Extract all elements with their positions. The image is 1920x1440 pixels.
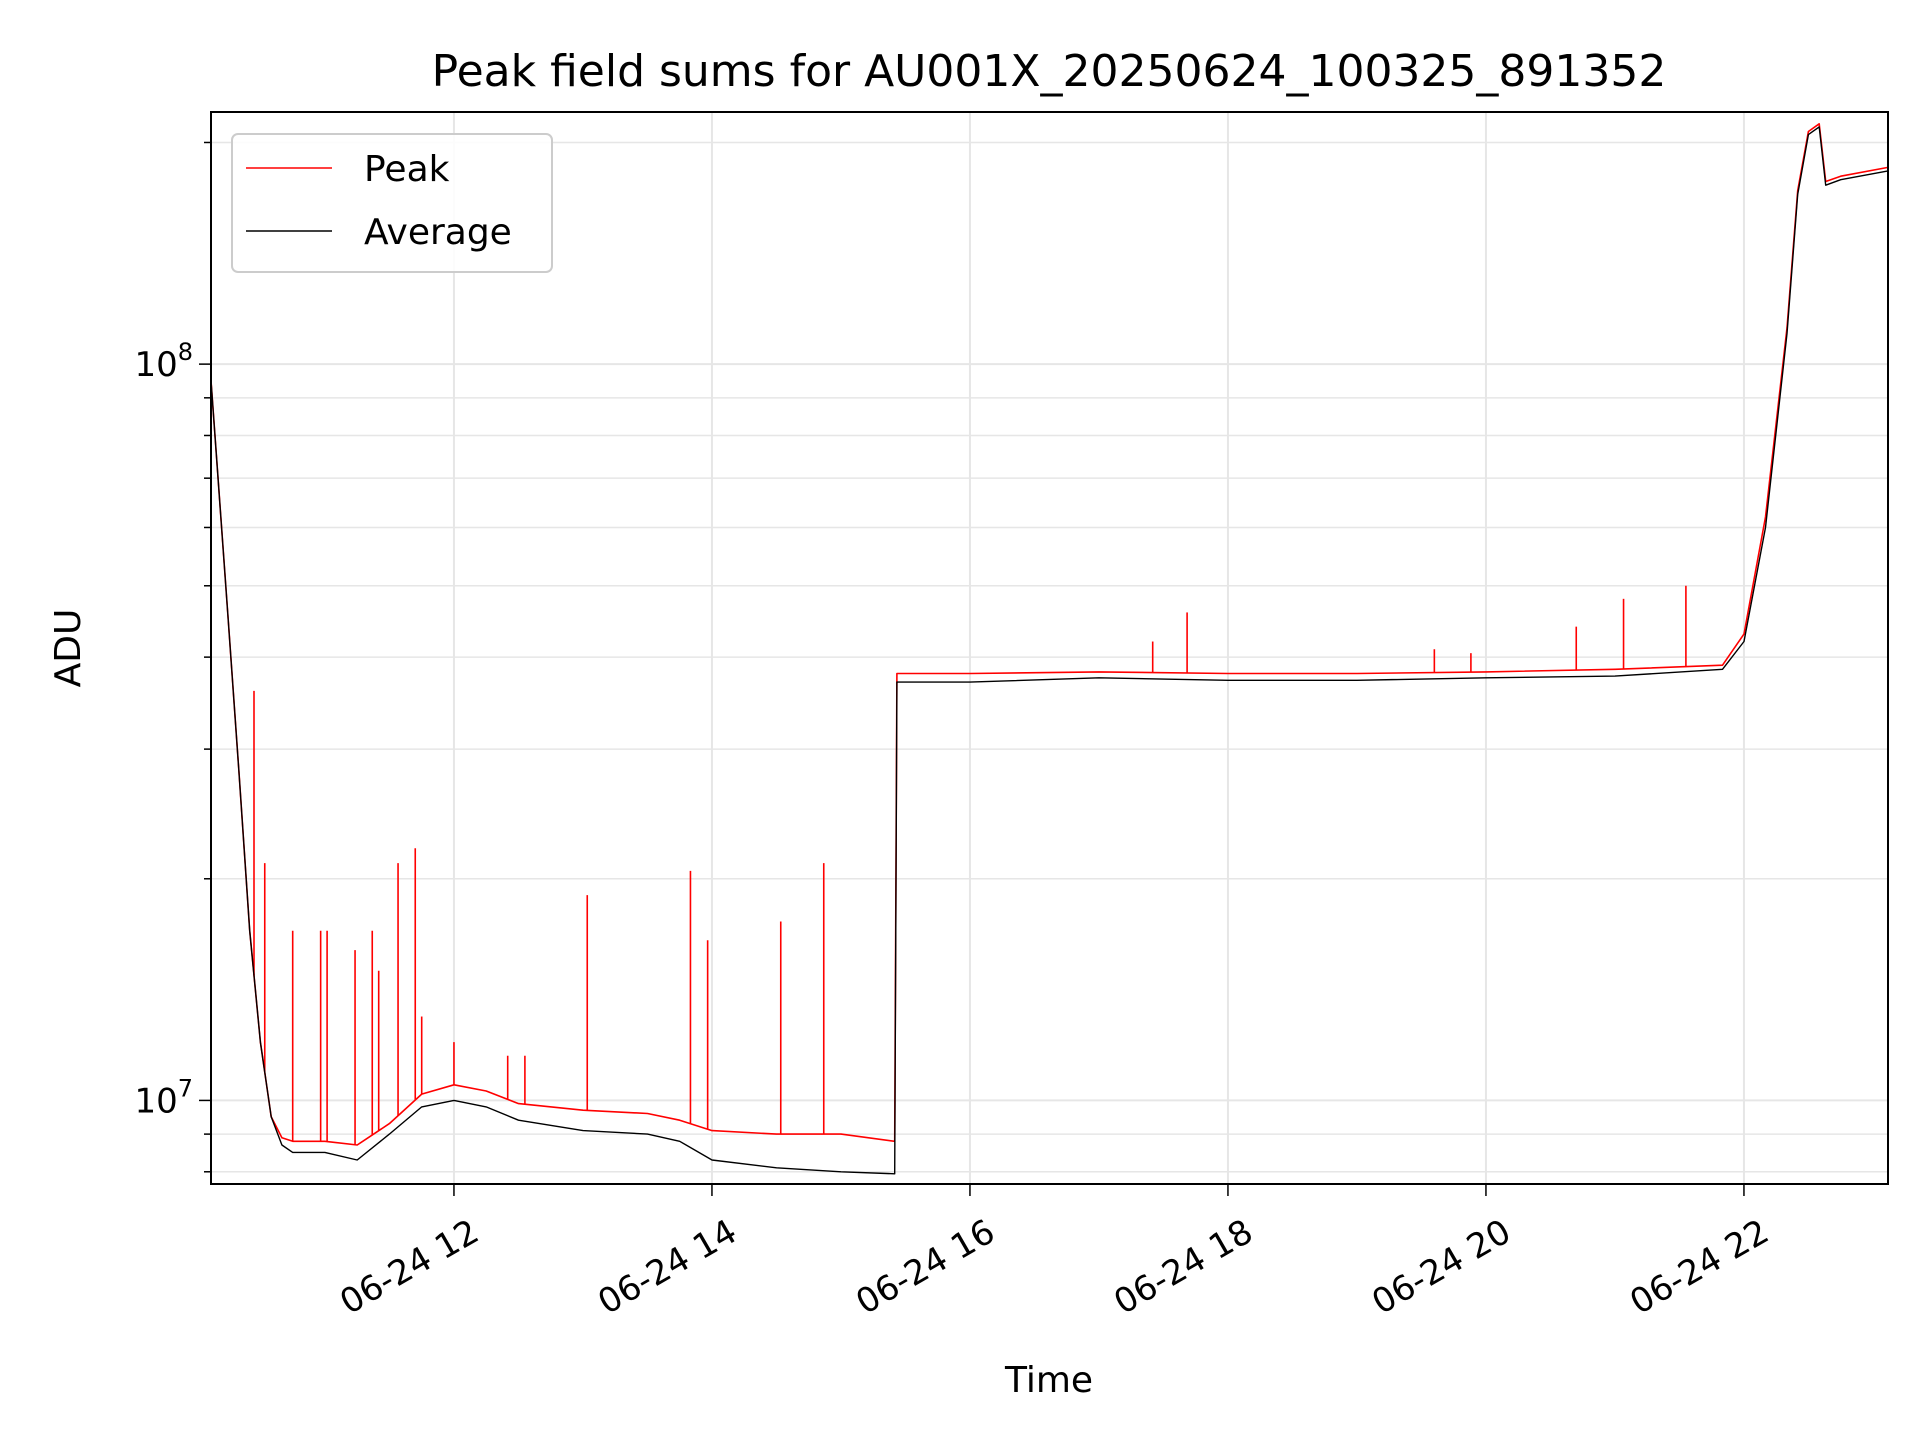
chart-title: Peak field sums for AU001X_20250624_1003… <box>432 46 1667 97</box>
y-tick-label-exponent: 7 <box>178 1074 193 1102</box>
y-tick-label: 108 <box>134 338 193 385</box>
series-layer <box>210 123 1889 1175</box>
legend-label-peak: Peak <box>364 149 450 190</box>
series-line-peak <box>210 123 1889 1146</box>
plot-frame <box>210 111 1889 1185</box>
y-tick-label-base: 10 <box>134 1081 177 1121</box>
grid <box>211 112 1888 1184</box>
y-tick-label: 107 <box>134 1074 193 1121</box>
legend: Peak Average <box>231 133 553 273</box>
legend-label-average: Average <box>364 212 512 253</box>
y-tick-label-exponent: 8 <box>178 338 193 366</box>
series-line-average <box>210 126 1889 1175</box>
y-axis-label: ADU <box>48 609 89 688</box>
y-tick-label-base: 10 <box>134 345 177 385</box>
x-axis-label: Time <box>1004 1360 1093 1401</box>
